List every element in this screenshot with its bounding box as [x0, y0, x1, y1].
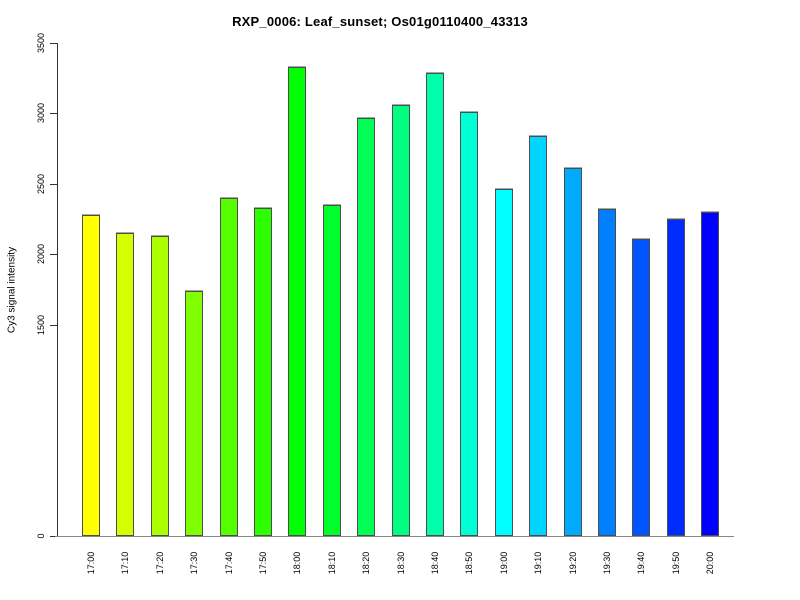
y-axis-title: Cy3 signal intensity: [6, 246, 18, 334]
bar: [564, 168, 582, 536]
y-tick-label: 2000: [36, 243, 46, 265]
x-tick-label: 19:00: [499, 551, 509, 575]
x-tick-label: 19:20: [568, 551, 578, 575]
x-tick-label: 17:30: [189, 551, 199, 575]
bar: [632, 239, 650, 536]
bar: [357, 118, 375, 536]
x-tick-label: 18:10: [327, 551, 337, 575]
bar: [701, 212, 719, 536]
bar: [667, 219, 685, 536]
x-tick-label: 19:50: [671, 551, 681, 575]
x-tick-label: 20:00: [705, 551, 715, 575]
y-tick-mark: [50, 254, 57, 255]
bar: [82, 215, 100, 536]
x-tick-label: 17:00: [86, 551, 96, 575]
chart-title: RXP_0006: Leaf_sunset; Os01g0110400_4331…: [232, 14, 528, 29]
bar: [116, 233, 134, 536]
y-tick-label: 2500: [36, 173, 46, 195]
bar: [426, 73, 444, 536]
y-tick-label: 3000: [36, 102, 46, 124]
y-tick-label: 0: [36, 533, 46, 539]
x-tick-label: 17:10: [120, 551, 130, 575]
x-tick-label: 17:50: [258, 551, 268, 575]
bar: [529, 136, 547, 536]
y-tick-mark: [50, 184, 57, 185]
bar: [392, 105, 410, 536]
x-tick-label: 19:30: [602, 551, 612, 575]
y-tick-label: 3500: [36, 32, 46, 54]
y-tick-mark: [50, 325, 57, 326]
bar: [151, 236, 169, 536]
bar: [185, 291, 203, 536]
bar: [495, 189, 513, 536]
y-tick-label: 1500: [36, 314, 46, 336]
bar: [220, 198, 238, 536]
bar: [254, 208, 272, 536]
x-tick-label: 17:20: [155, 551, 165, 575]
x-tick-label: 19:10: [533, 551, 543, 575]
x-tick-label: 18:20: [361, 551, 371, 575]
bar: [288, 67, 306, 536]
y-tick-mark: [50, 43, 57, 44]
x-tick-label: 17:40: [224, 551, 234, 575]
x-tick-label: 18:00: [292, 551, 302, 575]
bar: [598, 209, 616, 536]
y-tick-mark: [50, 113, 57, 114]
x-tick-label: 18:40: [430, 551, 440, 575]
y-tick-mark: [50, 536, 57, 537]
x-tick-label: 19:40: [636, 551, 646, 575]
bar: [460, 112, 478, 536]
x-tick-label: 18:50: [464, 551, 474, 575]
y-axis-line: [57, 43, 58, 536]
bar: [323, 205, 341, 536]
x-axis-line: [55, 536, 734, 537]
x-tick-label: 18:30: [396, 551, 406, 575]
